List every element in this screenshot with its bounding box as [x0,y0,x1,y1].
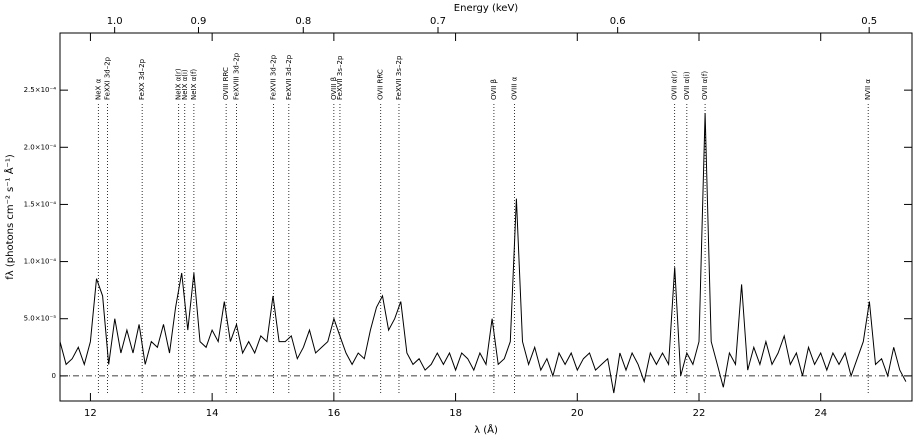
x2-tick-label: 0.9 [191,16,207,27]
line-label: FeXVII 3d–2p [285,54,293,100]
spectrum-line [59,112,907,394]
x-tick-label: 18 [449,408,462,419]
line-label: FeXX 3d–2p [138,58,146,100]
y-tick-label: 1.5×10⁻⁴ [24,200,57,208]
line-label: NeIX α(i) [181,69,189,100]
line-label: FeXXI 3d–2p [103,56,111,100]
line-label: OVII RRC [377,69,385,100]
line-label: OVIII β [330,77,338,100]
y-tick-label: 1.0×10⁻⁴ [24,258,57,266]
x-tick-label: 14 [206,408,219,419]
y-tick-label: 2.5×10⁻⁴ [24,86,57,94]
x-tick-label: 20 [571,408,584,419]
y-tick-label: 0 [52,372,56,380]
x2-tick-label: 0.6 [610,16,626,27]
x-tick-label: 16 [327,408,340,419]
x2-tick-label: 0.7 [430,16,446,27]
line-label: OVIII RRC [222,67,230,100]
y-axis-label: fλ (photons cm⁻² s⁻¹ Å⁻¹) [3,154,16,280]
x2-axis-label: Energy (keV) [454,3,519,14]
line-label: FeXVII 3d–2p [270,54,278,100]
x2-tick-label: 0.8 [295,16,311,27]
line-label: FeXVII 3s–2p [336,55,344,100]
line-label: OVII α(r) [671,70,679,100]
y-tick-label: 2.0×10⁻⁴ [24,143,57,151]
line-label: NVII α [864,79,872,100]
x2-tick-label: 1.0 [107,16,123,27]
line-label: FeXVIII 3d–2p [232,52,240,100]
line-label: OVII α(f) [701,71,709,100]
line-label: OVII β [490,79,498,100]
line-label: OVIII α [511,76,519,100]
line-label: OVII α(i) [683,71,691,100]
line-label: FeXVII 3s–2p [395,55,403,100]
x-axis-label: λ (Å) [474,423,498,436]
x-tick-label: 24 [814,408,827,419]
x-tick-label: 12 [84,408,97,419]
line-label: NeIX α(r) [175,68,183,100]
y-tick-label: 5.0×10⁻⁵ [24,315,57,323]
plot-frame [59,32,913,402]
line-label: NeX α [94,78,102,100]
line-label: NeIX α(f) [190,69,198,100]
x-tick-label: 22 [693,408,706,419]
x2-tick-label: 0.5 [861,16,877,27]
